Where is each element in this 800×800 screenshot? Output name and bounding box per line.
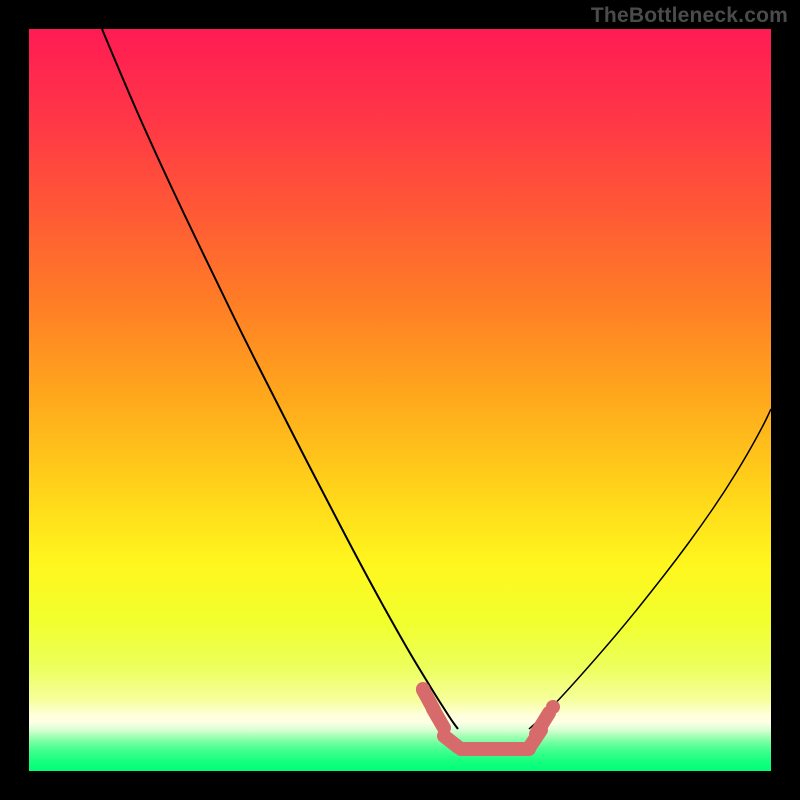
plot-svg — [29, 29, 771, 771]
watermark-text: TheBottleneck.com — [591, 4, 788, 28]
chart-frame: TheBottleneck.com — [0, 0, 800, 800]
gradient-background — [29, 29, 771, 771]
